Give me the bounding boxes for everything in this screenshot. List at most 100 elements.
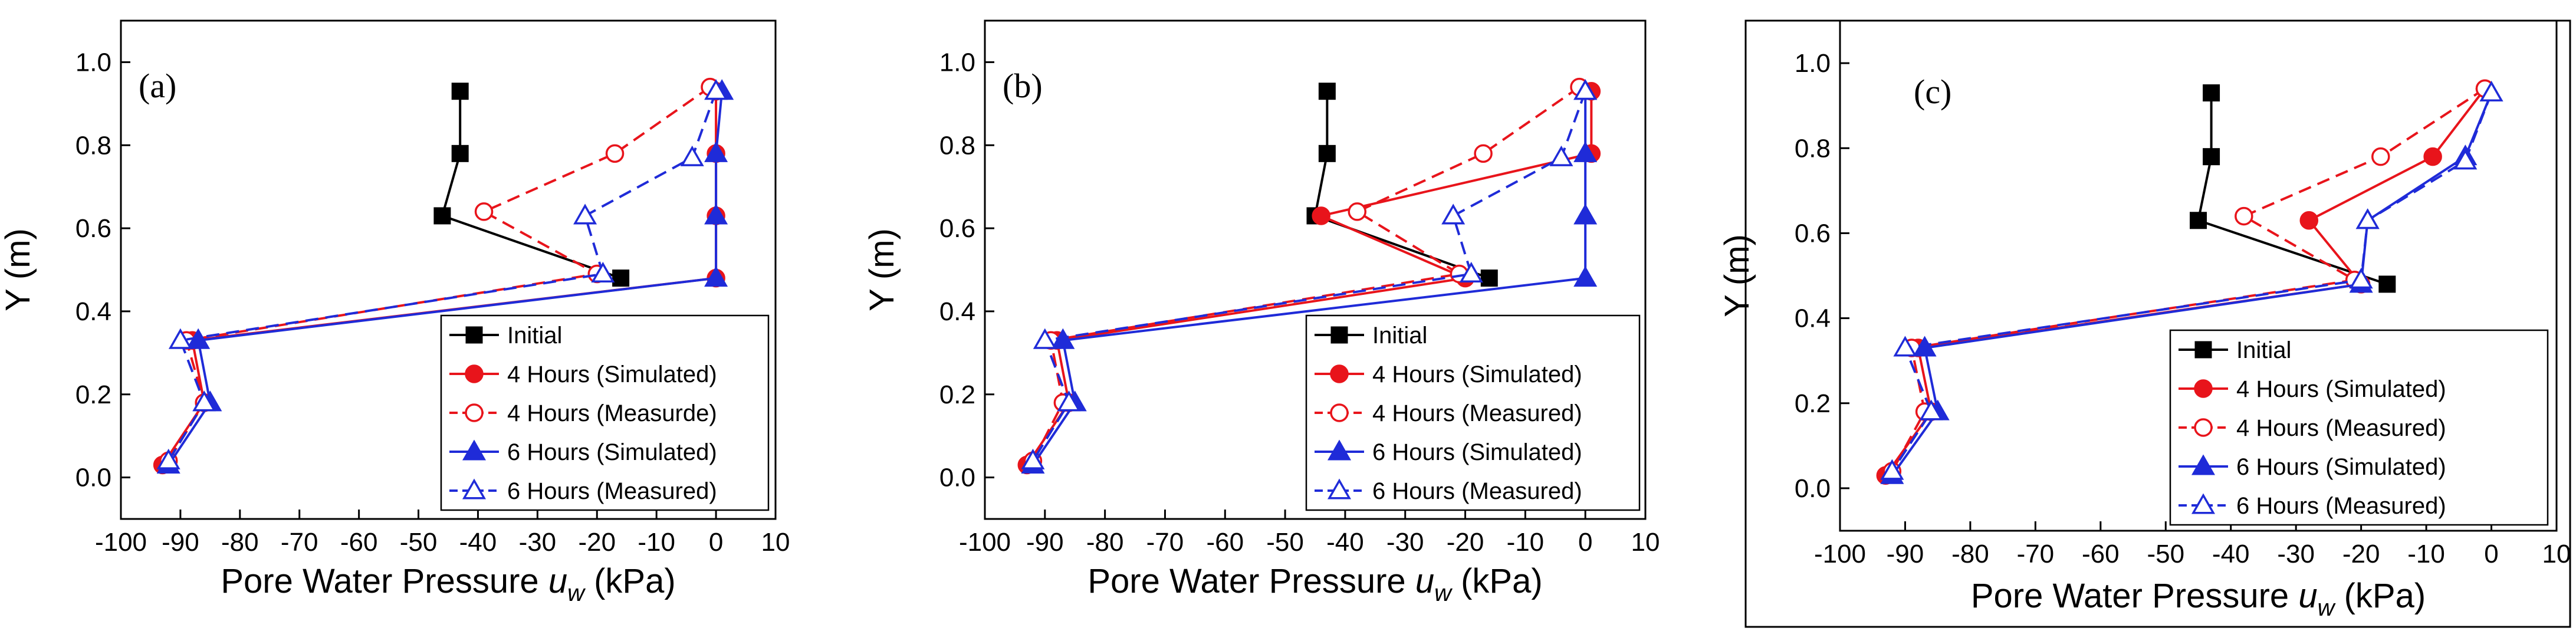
data-point xyxy=(1573,266,1598,287)
data-point xyxy=(2203,84,2220,102)
panel-label-c: (c) xyxy=(1914,73,1951,111)
legend-entry-label: 6 Hours (Measured) xyxy=(507,478,717,504)
legend-entry-label: 4 Hours (Simulated) xyxy=(507,361,717,387)
data-point xyxy=(192,390,216,412)
x-tick-label: -100 xyxy=(959,528,1011,557)
data-point xyxy=(1549,145,1573,166)
x-tick-label: -40 xyxy=(1326,528,1364,557)
series-b-4 xyxy=(1021,79,1598,469)
y-tick-label: 0.2 xyxy=(75,380,111,409)
legend-marker xyxy=(2194,418,2213,437)
data-point xyxy=(2355,208,2380,229)
legend-marker xyxy=(2194,379,2213,398)
legend-entry-label: Initial xyxy=(1372,323,1427,349)
x-tick-label: -50 xyxy=(2147,540,2184,568)
chart-panel-c: -100 -90 -80 -70 -60 -50 -40 -30 -20 -10 0 100.00.2… xyxy=(1718,19,2571,621)
data-point xyxy=(2190,212,2207,229)
x-axis-title-a: Pore Water Pressure uw (kPa) xyxy=(221,562,675,606)
data-point xyxy=(2235,206,2253,226)
legend-entry-label: 4 Hours (Simulated) xyxy=(1372,361,1582,387)
x-tick-label: -70 xyxy=(2017,540,2055,568)
data-point xyxy=(1919,399,1943,420)
x-tick-label: -90 xyxy=(162,528,199,557)
data-point xyxy=(1573,79,1598,100)
x-tick-label: -10 xyxy=(2407,540,2445,568)
data-point xyxy=(2479,81,2503,102)
x-tick-label: -100 xyxy=(95,528,147,557)
x-tick-label: -70 xyxy=(281,528,318,557)
plot-frame-a xyxy=(120,19,777,520)
data-point xyxy=(591,262,615,283)
y-tick-label: 0.2 xyxy=(939,380,975,409)
data-point xyxy=(1573,203,1598,225)
data-point xyxy=(2371,147,2390,166)
panel-label-a: (a) xyxy=(139,67,176,105)
y-tick-label: 0.8 xyxy=(939,131,975,160)
data-point xyxy=(1474,144,1493,163)
x-tick-label: -60 xyxy=(340,528,378,557)
legend-entry-label: 6 Hours (Measured) xyxy=(1372,478,1582,504)
legend-entry-label: 4 Hours (Measurde) xyxy=(507,400,717,426)
y-tick-label: 0.6 xyxy=(75,214,111,243)
legend-marker xyxy=(1327,478,1352,499)
legend-marker xyxy=(462,478,487,499)
series-line xyxy=(1313,91,1490,280)
x-tick-label: -90 xyxy=(1887,540,1924,568)
chart-panel-b: -100 -90 -80 -70 -60 -50 -40 -30 -20 -10 0 100.00.2… xyxy=(863,19,1660,606)
legend-box xyxy=(1305,314,1641,511)
y-tick-label: 1.0 xyxy=(939,48,975,77)
data-point xyxy=(1459,262,1483,283)
legend-entry-label: Initial xyxy=(2236,337,2291,363)
plot-frame-c xyxy=(1839,19,2558,532)
x-tick-label: 10 xyxy=(761,528,790,557)
data-point xyxy=(1480,270,1498,287)
series-c-4 xyxy=(1880,81,2503,480)
data-point xyxy=(451,144,469,162)
x-tick-label: -30 xyxy=(519,528,557,557)
x-tick-label: 0 xyxy=(2484,540,2498,568)
legend-marker xyxy=(465,403,484,422)
data-point xyxy=(573,203,597,225)
legend-marker xyxy=(2191,454,2216,475)
x-tick-label: -80 xyxy=(1086,528,1124,557)
legend-c: Initial 4 Hours (Simulated) 4 Hours (Measu… xyxy=(2169,329,2549,526)
series-line xyxy=(2197,93,2388,285)
data-point xyxy=(1033,328,1057,349)
legend-entry-label: 6 Hours (Simulated) xyxy=(1372,439,1582,465)
data-point xyxy=(2349,268,2373,289)
legend-marker xyxy=(1330,364,1349,383)
legend-marker xyxy=(465,364,484,383)
x-tick-label: -60 xyxy=(2082,540,2120,568)
data-point xyxy=(1573,141,1598,162)
data-point xyxy=(168,328,192,349)
plot-frame-b xyxy=(984,19,1647,520)
legend-entry-label: 4 Hours (Measured) xyxy=(1372,400,1582,426)
y-tick-label: 0.4 xyxy=(75,297,111,326)
series-c-0 xyxy=(2190,84,2396,293)
chart-panel-a: -100 -90 -80 -70 -60 -50 -40 -30 -20 -10 0 100.00.2… xyxy=(0,19,790,606)
legend-marker xyxy=(1330,403,1349,422)
y-tick-label: 0.0 xyxy=(75,464,111,492)
x-tick-label: -20 xyxy=(2342,540,2380,568)
legend-entry-label: 6 Hours (Simulated) xyxy=(507,439,717,465)
legend-entry-label: Initial xyxy=(507,323,562,349)
data-point xyxy=(2378,275,2396,293)
legend-marker xyxy=(1330,326,1348,344)
data-point xyxy=(156,448,180,469)
x-axis-title-b: Pore Water Pressure uw (kPa) xyxy=(1087,562,1542,606)
x-tick-label: -50 xyxy=(1266,528,1304,557)
x-tick-label: -50 xyxy=(400,528,438,557)
x-axis-title-c: Pore Water Pressure uw (kPa) xyxy=(1971,577,2426,621)
legend-marker xyxy=(465,326,483,344)
data-point xyxy=(2203,148,2220,166)
panel-c-frame xyxy=(1744,19,2571,628)
x-tick-label: -70 xyxy=(1146,528,1184,557)
data-point xyxy=(612,270,630,287)
x-tick-label: -40 xyxy=(2212,540,2250,568)
legend-marker xyxy=(2191,493,2216,514)
y-axis-title-b: Y (m) xyxy=(863,228,901,311)
data-point xyxy=(1893,336,1917,357)
x-tick-label: -20 xyxy=(578,528,616,557)
y-axis-title-c: Y (m) xyxy=(1718,234,1756,317)
